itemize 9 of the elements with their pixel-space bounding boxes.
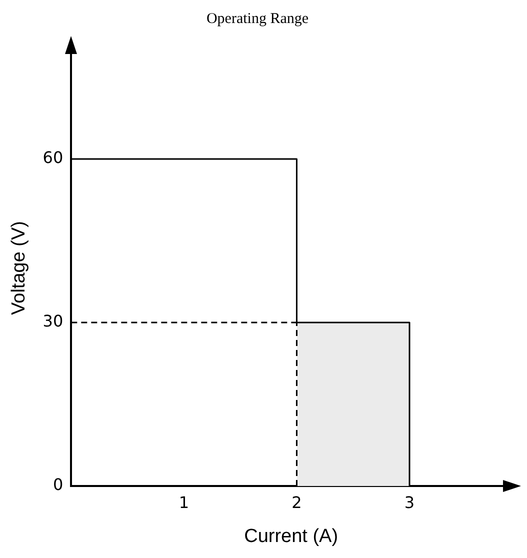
y-axis-title: Voltage (V) bbox=[8, 221, 30, 315]
x-axis-title: Current (A) bbox=[244, 526, 338, 547]
y-tick-label: 60 bbox=[42, 148, 64, 168]
y-tick-label: 30 bbox=[42, 312, 64, 331]
x-tick-label: 3 bbox=[404, 492, 415, 512]
x-tick-label: 2 bbox=[292, 492, 302, 512]
x-tick-label: 1 bbox=[178, 492, 190, 512]
chart-title: Operating Range bbox=[206, 10, 309, 27]
y-tick-label: 0 bbox=[52, 475, 64, 494]
